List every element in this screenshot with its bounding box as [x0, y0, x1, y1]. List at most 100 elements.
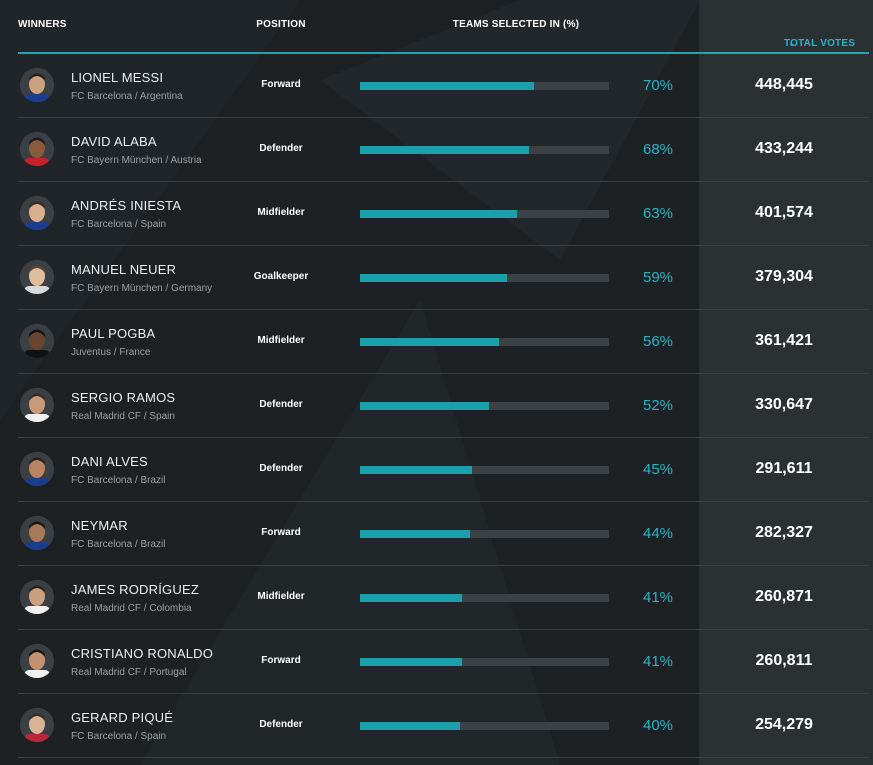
- player-name[interactable]: DAVID ALABA: [71, 134, 157, 149]
- player-avatar: [20, 580, 54, 614]
- table-row[interactable]: ANDRÉS INIESTA FC Barcelona / Spain Midf…: [18, 182, 869, 246]
- teams-selected-bar-fill: [360, 82, 535, 90]
- player-name[interactable]: MANUEL NEUER: [71, 262, 177, 277]
- player-position: Midfielder: [257, 207, 305, 218]
- teams-selected-bar-fill: [360, 402, 490, 410]
- teams-selected-percent: 59%: [643, 269, 674, 286]
- table-row[interactable]: SERGIO RAMOS Real Madrid CF / Spain Defe…: [18, 374, 869, 438]
- player-avatar: [20, 196, 54, 230]
- total-votes-value: 433,244: [755, 140, 813, 157]
- teams-selected-percent: 63%: [643, 205, 674, 222]
- player-position: Midfielder: [257, 591, 305, 602]
- table-row[interactable]: NEYMAR FC Barcelona / Brazil Forward 44%…: [18, 502, 869, 566]
- player-avatar: [20, 516, 54, 550]
- player-name[interactable]: CRISTIANO RONALDO: [71, 646, 214, 661]
- total-votes-value: 448,445: [755, 76, 813, 93]
- player-position: Midfielder: [257, 335, 305, 346]
- teams-selected-percent: 56%: [643, 333, 674, 350]
- total-votes-value: 330,647: [755, 396, 813, 413]
- player-position: Defender: [259, 399, 303, 410]
- table-row[interactable]: MANUEL NEUER FC Bayern München / Germany…: [18, 246, 869, 310]
- teams-selected-bar-fill: [360, 274, 507, 282]
- teams-selected-percent: 70%: [643, 77, 674, 94]
- player-avatar: [20, 708, 54, 742]
- player-name[interactable]: DANI ALVES: [71, 454, 148, 469]
- total-votes-value: 282,327: [755, 524, 813, 541]
- player-club-country: Juventus / France: [71, 347, 151, 358]
- player-avatar: [20, 388, 54, 422]
- player-name[interactable]: ANDRÉS INIESTA: [71, 198, 182, 213]
- player-position: Forward: [261, 527, 301, 538]
- teams-selected-percent: 44%: [643, 525, 674, 542]
- player-position: Forward: [261, 655, 301, 666]
- teams-selected-percent: 41%: [643, 653, 674, 670]
- teams-selected-bar: [360, 146, 609, 154]
- teams-selected-bar: [360, 82, 609, 90]
- teams-selected-bar-fill: [360, 146, 530, 154]
- player-position: Goalkeeper: [253, 271, 309, 282]
- player-position: Forward: [261, 79, 301, 90]
- player-avatar: [20, 644, 54, 678]
- player-club-country: FC Barcelona / Spain: [71, 219, 167, 230]
- total-votes-column-background: [699, 0, 873, 765]
- total-votes-value: 401,574: [755, 204, 813, 221]
- teams-selected-bar: [360, 338, 609, 346]
- teams-selected-bar: [360, 658, 609, 666]
- teams-selected-bar-fill: [360, 594, 463, 602]
- teams-selected-bar: [360, 402, 609, 410]
- teams-selected-bar: [360, 530, 609, 538]
- header-winners: WINNERS: [18, 19, 67, 30]
- player-club-country: Real Madrid CF / Colombia: [71, 603, 192, 614]
- player-name[interactable]: PAUL POGBA: [71, 326, 156, 341]
- player-avatar: [20, 452, 54, 486]
- teams-selected-bar-fill: [360, 338, 500, 346]
- teams-selected-bar-fill: [360, 210, 517, 218]
- player-name[interactable]: SERGIO RAMOS: [71, 390, 176, 405]
- teams-selected-bar: [360, 274, 609, 282]
- table-row[interactable]: PAUL POGBA Juventus / France Midfielder …: [18, 310, 869, 374]
- table-row[interactable]: JAMES RODRÍGUEZ Real Madrid CF / Colombi…: [18, 566, 869, 630]
- header-teams-selected: TEAMS SELECTED IN (%): [452, 19, 580, 30]
- teams-selected-percent: 40%: [643, 717, 674, 734]
- player-position: Defender: [259, 719, 303, 730]
- player-club-country: FC Barcelona / Brazil: [71, 539, 166, 550]
- player-club-country: FC Bayern München / Germany: [71, 283, 213, 294]
- teams-selected-bar-fill: [360, 466, 473, 474]
- chevron-down-icon: ⌄: [788, 38, 796, 48]
- teams-selected-percent: 68%: [643, 141, 674, 158]
- player-avatar: [20, 260, 54, 294]
- player-name[interactable]: JAMES RODRÍGUEZ: [71, 582, 199, 597]
- player-club-country: FC Bayern München / Austria: [71, 155, 202, 166]
- player-club-country: FC Barcelona / Spain: [71, 731, 167, 742]
- teams-selected-bar: [360, 594, 609, 602]
- total-votes-value: 361,421: [755, 332, 813, 349]
- player-avatar: [20, 68, 54, 102]
- player-name[interactable]: NEYMAR: [71, 518, 128, 533]
- teams-selected-percent: 45%: [643, 461, 674, 478]
- table-header: WINNERS POSITION TEAMS SELECTED IN (%) T…: [18, 0, 869, 54]
- table-row[interactable]: LIONEL MESSI FC Barcelona / Argentina Fo…: [18, 54, 869, 118]
- player-position: Defender: [259, 463, 303, 474]
- teams-selected-bar-fill: [360, 658, 463, 666]
- teams-selected-bar-fill: [360, 530, 470, 538]
- total-votes-value: 254,279: [755, 716, 813, 733]
- player-club-country: Real Madrid CF / Spain: [71, 411, 175, 422]
- teams-selected-bar: [360, 466, 609, 474]
- table-row[interactable]: DANI ALVES FC Barcelona / Brazil Defende…: [18, 438, 869, 502]
- total-votes-value: 260,871: [755, 588, 813, 605]
- player-avatar: [20, 132, 54, 166]
- player-name[interactable]: GERARD PIQUÉ: [71, 710, 174, 725]
- player-avatar: [20, 324, 54, 358]
- table-row[interactable]: GERARD PIQUÉ FC Barcelona / Spain Defend…: [18, 694, 869, 758]
- player-position: Defender: [259, 143, 303, 154]
- total-votes-value: 379,304: [755, 268, 813, 285]
- total-votes-value: 260,811: [755, 652, 813, 669]
- teams-selected-bar-fill: [360, 722, 460, 730]
- winners-table: WINNERS POSITION TEAMS SELECTED IN (%) T…: [18, 0, 869, 758]
- player-club-country: FC Barcelona / Brazil: [71, 475, 166, 486]
- table-row[interactable]: CRISTIANO RONALDO Real Madrid CF / Portu…: [18, 630, 869, 694]
- total-votes-value: 291,611: [755, 460, 813, 477]
- header-position: POSITION: [256, 19, 306, 30]
- player-name[interactable]: LIONEL MESSI: [71, 70, 164, 85]
- table-row[interactable]: DAVID ALABA FC Bayern München / Austria …: [18, 118, 869, 182]
